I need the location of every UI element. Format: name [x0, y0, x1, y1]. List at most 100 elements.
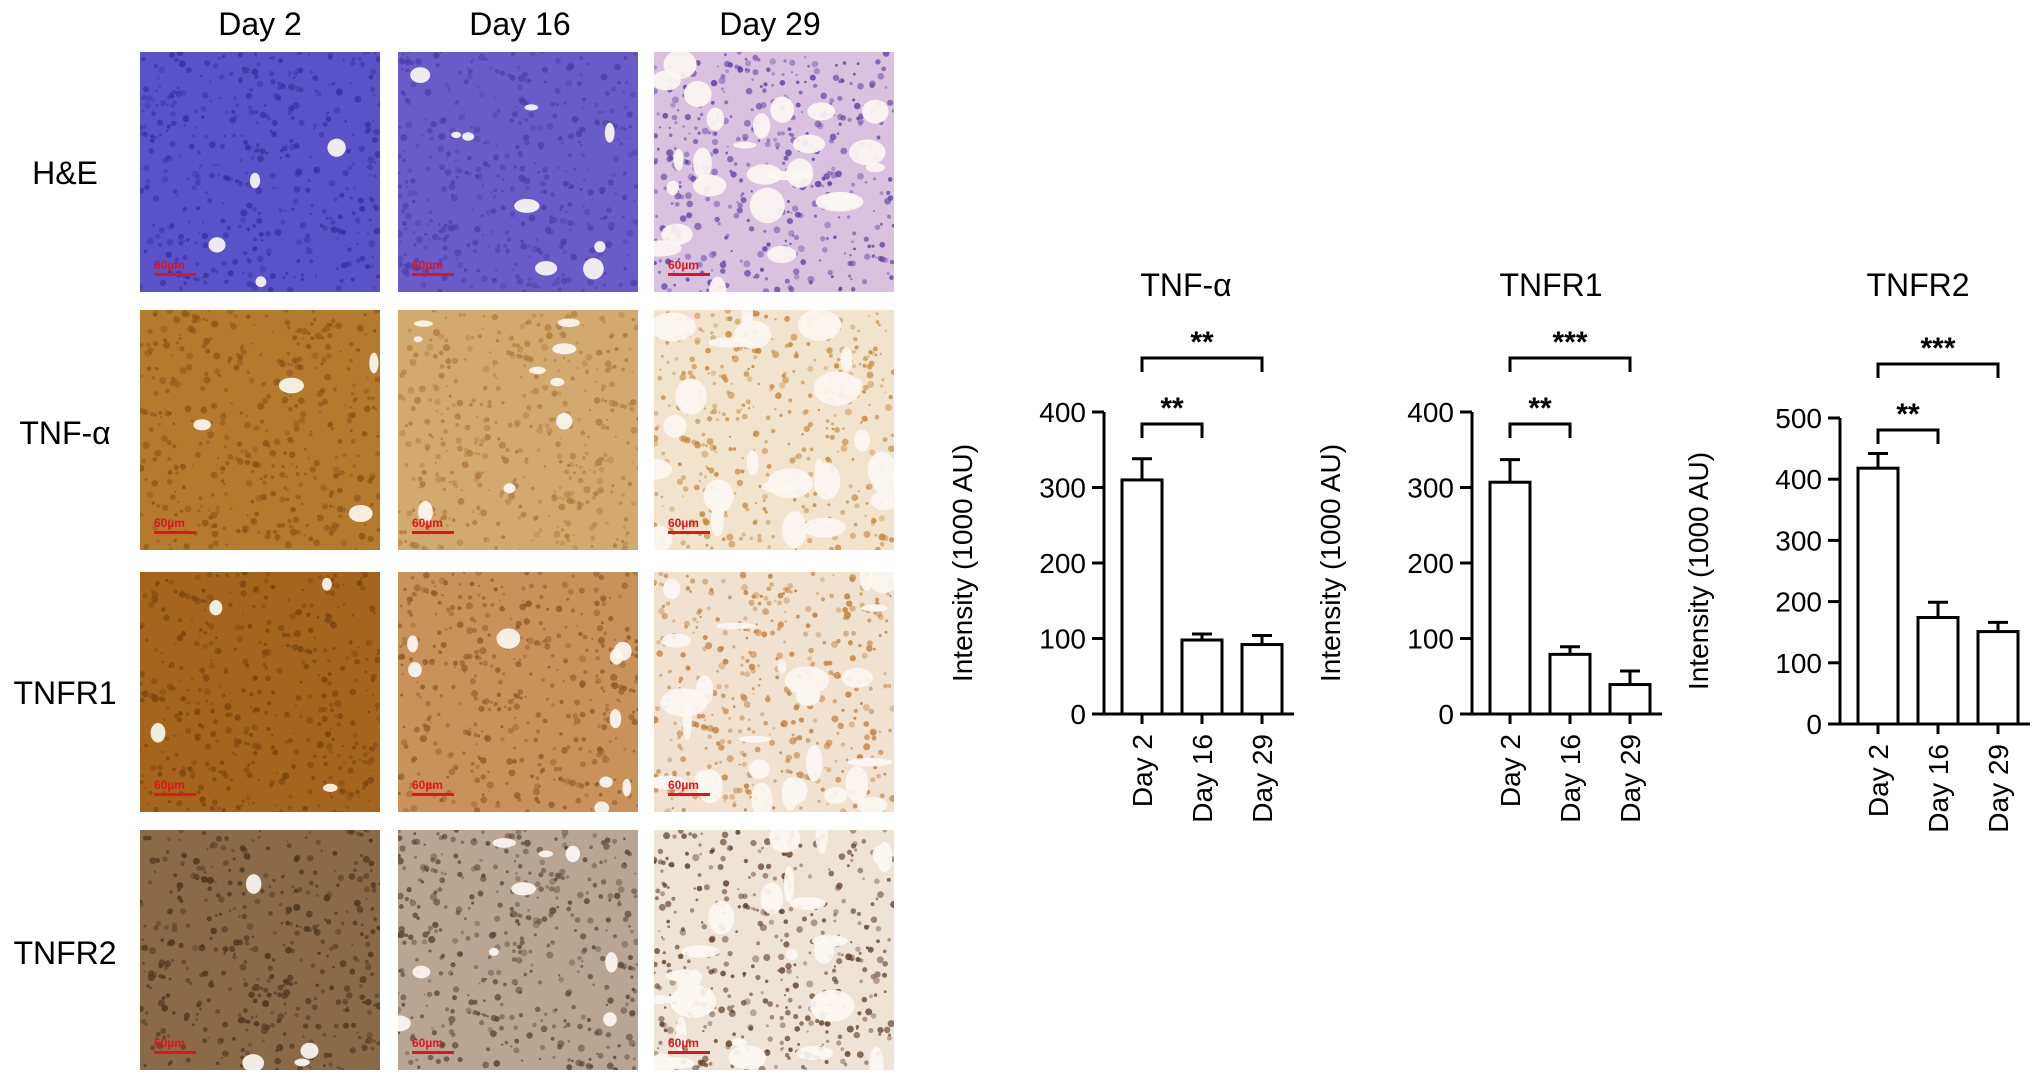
chart-title: TNF-α — [1140, 267, 1231, 303]
bar — [1856, 466, 1900, 726]
scale-bar-line — [668, 531, 710, 534]
x-tick-label: Day 16 — [1187, 734, 1218, 823]
y-tick-label: 400 — [1775, 464, 1822, 495]
x-tick-label: Day 16 — [1923, 744, 1954, 833]
scale-bar-line — [412, 793, 454, 796]
significance-label: ** — [1160, 392, 1184, 425]
scale-bar-line — [154, 531, 196, 534]
significance-label: *** — [1920, 332, 1955, 365]
y-tick-label: 0 — [1438, 699, 1454, 730]
significance-bracket — [1140, 422, 1204, 438]
scale-bar-line — [154, 1051, 196, 1054]
micrograph-tile: 60µm — [654, 310, 894, 550]
chart-0: TNF-α Intensity (1000 AU) 0 100 200 300 400 Day… — [947, 267, 1294, 823]
x-tick-label: Day 2 — [1127, 734, 1158, 807]
bar — [1976, 630, 2020, 726]
significance-bracket — [1140, 356, 1264, 372]
scale-bar: 60µm — [154, 779, 196, 796]
significance-bracket — [1876, 362, 2000, 378]
column-label-day-2: Day 2 — [218, 6, 302, 42]
y-tick-label: 500 — [1775, 403, 1822, 434]
scale-bar-label: 60µm — [154, 516, 185, 530]
scale-bar-label: 60µm — [412, 516, 443, 530]
y-tick-label: 0 — [1070, 699, 1086, 730]
significance-label: ** — [1528, 392, 1552, 425]
significance-label: *** — [1552, 326, 1587, 359]
y-tick-label: 300 — [1039, 473, 1086, 504]
bar — [1240, 643, 1284, 716]
significance-label: ** — [1190, 326, 1214, 359]
scale-bar-label: 60µm — [154, 258, 185, 272]
micrograph-tile: 60µm — [398, 830, 638, 1070]
column-label-day-29: Day 29 — [719, 6, 821, 42]
scale-bar-line — [154, 793, 196, 796]
y-tick-label: 400 — [1407, 397, 1454, 428]
scale-bar-label: 60µm — [412, 778, 443, 792]
scale-bar-line — [668, 793, 710, 796]
significance-label: ** — [1896, 398, 1920, 431]
scale-bar: 60µm — [668, 1037, 710, 1054]
chart-title: TNFR2 — [1866, 267, 1969, 303]
micrograph-tile: 60µm — [140, 52, 380, 292]
scale-bar-label: 60µm — [668, 258, 699, 272]
scale-bar-label: 60µm — [668, 1036, 699, 1050]
y-tick-label: 100 — [1775, 648, 1822, 679]
y-tick-label: 200 — [1407, 548, 1454, 579]
scale-bar-label: 60µm — [154, 778, 185, 792]
column-label-day-16: Day 16 — [469, 6, 571, 42]
x-tick-label: Day 2 — [1495, 734, 1526, 807]
x-tick-label: Day 16 — [1555, 734, 1586, 823]
scale-bar: 60µm — [412, 259, 454, 276]
micrograph-tile: 60µm — [654, 572, 894, 812]
row-label-tnfr2: TNFR2 — [13, 935, 117, 971]
y-tick-label: 100 — [1407, 624, 1454, 655]
micrograph-tile: 60µm — [398, 572, 638, 812]
chart-2: TNFR2 Intensity (1000 AU) 0 100 200 300 400 500… — [1683, 267, 2030, 833]
y-tick-label: 100 — [1039, 624, 1086, 655]
bar — [1916, 616, 1960, 726]
bar — [1180, 638, 1224, 716]
scale-bar: 60µm — [668, 779, 710, 796]
y-tick-label: 300 — [1407, 473, 1454, 504]
y-tick-label: 200 — [1775, 587, 1822, 618]
scale-bar-line — [154, 273, 196, 276]
x-tick-label: Day 2 — [1863, 744, 1894, 817]
scale-bar: 60µm — [412, 1037, 454, 1054]
bar — [1608, 683, 1652, 716]
y-tick-label: 0 — [1806, 709, 1822, 740]
scale-bar-label: 60µm — [668, 778, 699, 792]
micrograph-tile: 60µm — [140, 830, 380, 1070]
row-label-tnf-alpha: TNF-α — [19, 415, 111, 451]
scale-bar-line — [668, 273, 710, 276]
scale-bar-label: 60µm — [412, 258, 443, 272]
bar — [1548, 652, 1592, 716]
micrograph-tile: 60µm — [654, 52, 894, 292]
bar — [1488, 480, 1532, 716]
scale-bar-line — [412, 531, 454, 534]
x-tick-label: Day 29 — [1615, 734, 1646, 823]
y-tick-label: 300 — [1775, 525, 1822, 556]
x-tick-label: Day 29 — [1247, 734, 1278, 823]
bar — [1120, 478, 1164, 716]
micrograph-tile: 60µm — [398, 310, 638, 550]
y-axis-title: Intensity (1000 AU) — [947, 444, 978, 682]
scale-bar: 60µm — [154, 517, 196, 534]
scale-bar-label: 60µm — [668, 516, 699, 530]
scale-bar: 60µm — [412, 779, 454, 796]
micrograph-tile: 60µm — [140, 572, 380, 812]
significance-bracket — [1876, 428, 1940, 444]
x-tick-label: Day 29 — [1983, 744, 2014, 833]
scale-bar-line — [412, 273, 454, 276]
scale-bar: 60µm — [154, 1037, 196, 1054]
scale-bar-line — [668, 1051, 710, 1054]
chart-title: TNFR1 — [1499, 267, 1602, 303]
y-tick-label: 200 — [1039, 548, 1086, 579]
scale-bar: 60µm — [412, 517, 454, 534]
micrograph-tile: 60µm — [398, 52, 638, 292]
scale-bar: 60µm — [154, 259, 196, 276]
significance-bracket — [1508, 422, 1572, 438]
significance-bracket — [1508, 356, 1632, 372]
scale-bar-label: 60µm — [154, 1036, 185, 1050]
chart-1: TNFR1 Intensity (1000 AU) 0 100 200 300 400 Day… — [1315, 267, 1662, 823]
